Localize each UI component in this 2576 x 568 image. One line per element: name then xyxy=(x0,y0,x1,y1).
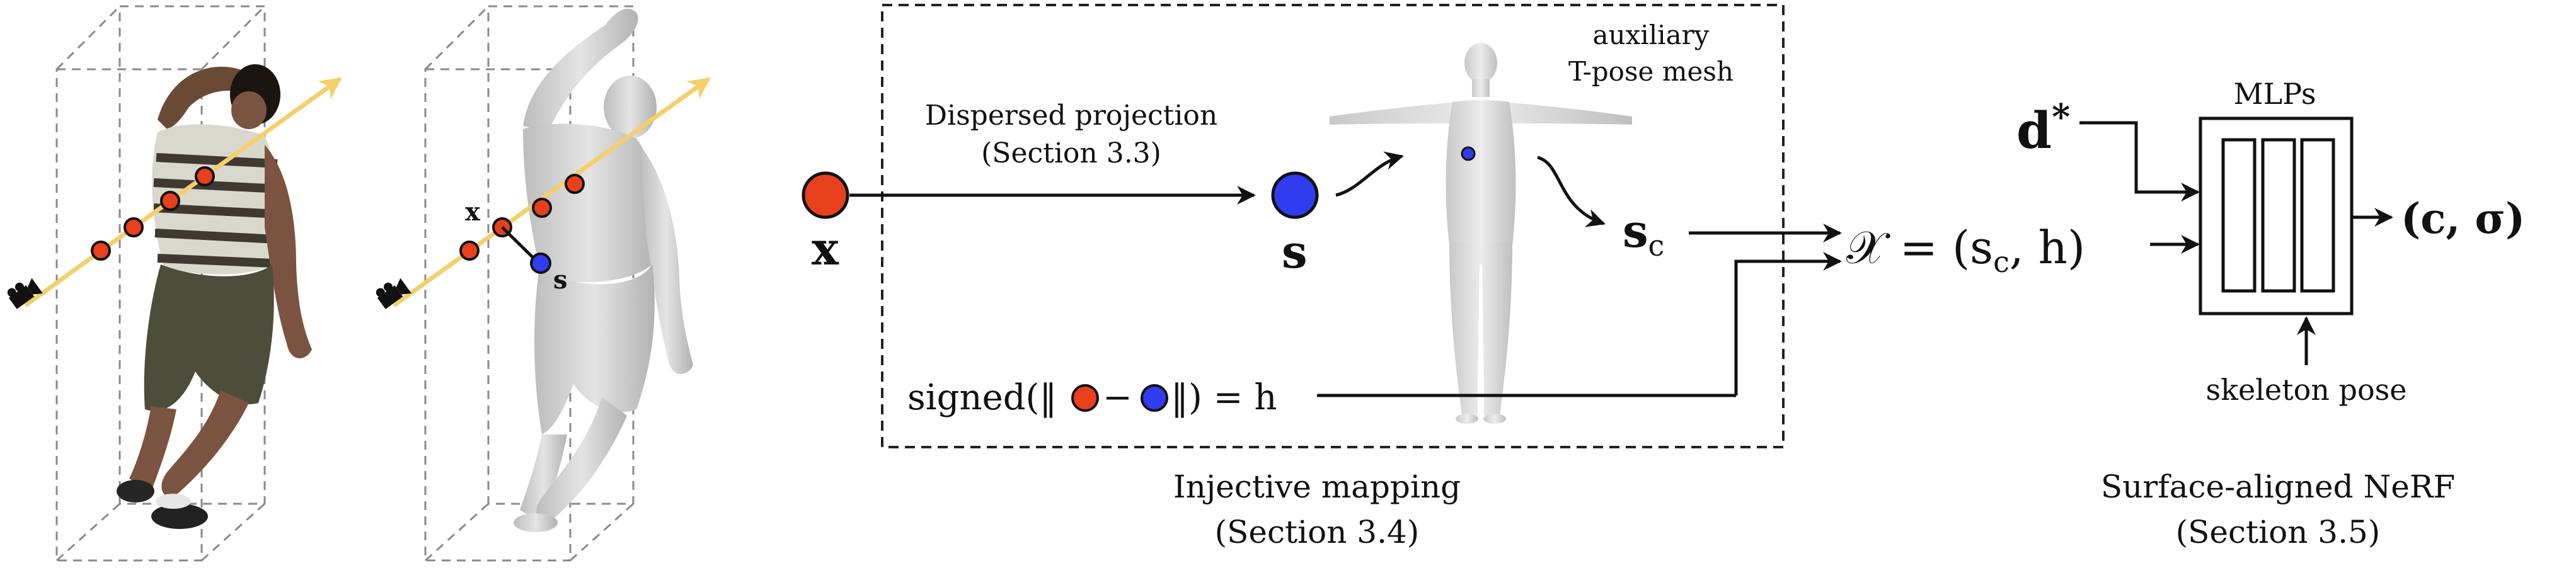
surface-coord-label: sc xyxy=(1623,204,1664,263)
ray-sample-point xyxy=(459,241,480,261)
mlp-layer-1 xyxy=(2221,138,2257,293)
mesh-label-s: s xyxy=(553,265,568,295)
photo-panel xyxy=(7,5,342,562)
body-mesh xyxy=(514,8,693,532)
ray-sample-point xyxy=(195,166,215,186)
camera-icon xyxy=(7,278,43,309)
camera-ray-mesh xyxy=(392,77,711,307)
view-direction-label: d* xyxy=(2016,96,2070,160)
chi-expression: 𝒳 = (sc, h) xyxy=(1846,221,2085,279)
mesh-label-x: x xyxy=(465,197,481,227)
query-point-large xyxy=(802,171,849,219)
surface-point-label: s xyxy=(1282,225,1308,278)
projection-label-line2: (Section 3.3) xyxy=(981,137,1161,169)
tpose-label-line2: T-pose mesh xyxy=(1568,56,1734,87)
signed-prefix: signed(‖ xyxy=(907,377,1057,418)
tpose-label-line1: auxiliary xyxy=(1593,20,1710,50)
tpose-mesh xyxy=(1330,43,1632,424)
ray-sample-point xyxy=(532,198,552,218)
surface-aligned-nerf-section: 𝒳 = (sc, h) d* MLPs (c, σ) skeleton pose… xyxy=(1846,77,2525,550)
mapping-caption-line1: Injective mapping xyxy=(1173,469,1461,505)
mapping-caption-line2: (Section 3.4) xyxy=(1215,514,1420,550)
ray-sample-point xyxy=(565,174,585,194)
curve-arrow-to-sc xyxy=(1537,156,1606,227)
bounding-box-photo xyxy=(55,5,266,562)
person-photo xyxy=(117,64,312,529)
mapping-dashed-box xyxy=(881,4,1785,448)
signed-red-point xyxy=(1071,384,1099,412)
mesh-panel: x s xyxy=(376,5,711,562)
nerf-caption-line1: Surface-aligned NeRF xyxy=(2101,469,2455,505)
mlp-layer-2 xyxy=(2261,138,2296,293)
surface-point-large xyxy=(1271,171,1319,219)
query-point-label: x xyxy=(812,222,839,275)
view-direction-arrow xyxy=(2079,121,2200,202)
nerf-caption-line2: (Section 3.5) xyxy=(2176,514,2381,550)
camera-ray-photo xyxy=(23,77,342,307)
h-line-up xyxy=(1734,252,1842,395)
curve-arrow-to-mesh xyxy=(1335,151,1404,197)
mlp-layer-3 xyxy=(2300,138,2335,293)
ray-sample-point xyxy=(91,241,111,261)
projection-label-line1: Dispersed projection xyxy=(925,99,1218,132)
camera-icon xyxy=(376,278,411,309)
ray-sample-point xyxy=(160,191,180,211)
bounding-box-mesh xyxy=(424,5,635,562)
skeleton-pose-label: skeleton pose xyxy=(2205,373,2406,407)
signed-suffix: ‖) = h xyxy=(1171,377,1277,418)
signed-distance-expression: signed(‖ − ‖) = h xyxy=(907,377,1277,418)
mlps-label: MLPs xyxy=(2234,77,2316,111)
surface-point-s xyxy=(530,253,551,274)
signed-minus: − xyxy=(1103,377,1132,418)
ray-sample-point xyxy=(124,217,144,237)
output-label: (c, σ) xyxy=(2401,194,2525,243)
injective-mapping-section: x Dispersed projection (Section 3.3) s a… xyxy=(802,4,1842,550)
signed-blue-point xyxy=(1141,384,1168,412)
mapped-point-on-tpose xyxy=(1461,146,1476,161)
